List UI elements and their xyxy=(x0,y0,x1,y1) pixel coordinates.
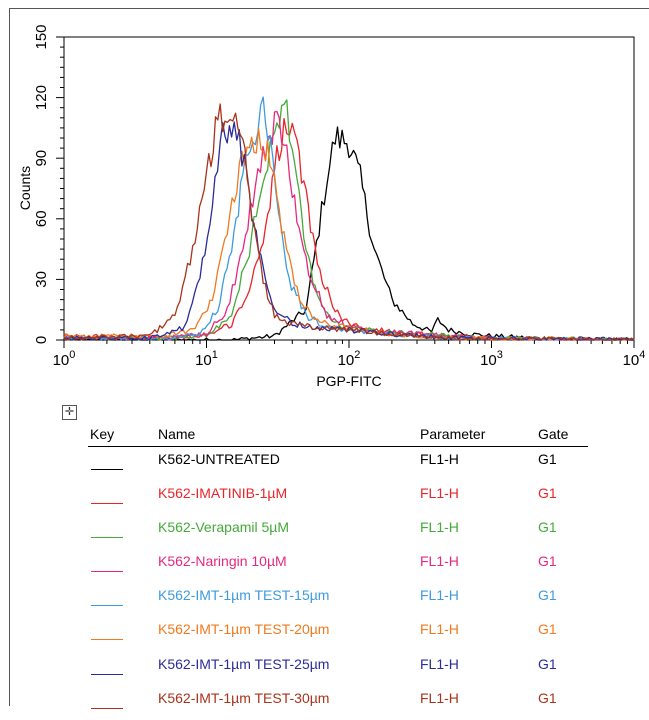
legend-gate: G1 xyxy=(538,553,557,570)
y-tick-label: 120 xyxy=(33,85,50,110)
legend-row: K562-IMATINIB-1µM FL1-H G1 xyxy=(88,481,588,515)
x-tick-label: 104 xyxy=(623,349,646,369)
legend-gate: G1 xyxy=(538,485,557,502)
series-lines xyxy=(63,96,635,341)
x-tick-label: 103 xyxy=(480,349,503,369)
histogram-chart: 100 101 102 103 104 0 30 60 90 120 150 PGP-FITC C… xyxy=(17,24,646,389)
move-handle-icon[interactable]: ✛ xyxy=(62,405,77,420)
frame-left-border xyxy=(9,8,10,706)
x-tick-label: 101 xyxy=(195,349,218,369)
legend-swatch xyxy=(91,469,123,470)
legend-gate: G1 xyxy=(538,451,557,467)
series-line xyxy=(63,126,634,341)
plot-area xyxy=(63,36,635,341)
legend-swatch xyxy=(91,571,123,573)
legend-name: K562-IMT-1µm TEST-20µm xyxy=(158,621,330,638)
legend-swatch xyxy=(91,503,123,505)
y-axis-label: Counts xyxy=(17,166,33,210)
legend-gate: G1 xyxy=(538,655,557,672)
x-tick-label: 100 xyxy=(53,349,76,369)
legend-row: K562-Naringin 10µM FL1-H G1 xyxy=(88,549,588,583)
legend-name: K562-Verapamil 5µM xyxy=(158,519,290,536)
y-tick-label: 60 xyxy=(33,210,50,227)
legend-row: K562-IMT-1µm TEST-15µm FL1-H G1 xyxy=(88,583,588,617)
series-line xyxy=(63,117,634,341)
legend-header-name: Name xyxy=(158,426,196,442)
y-tick-label: 90 xyxy=(33,150,50,167)
legend-parameter: FL1-H xyxy=(420,655,459,672)
legend-gate: G1 xyxy=(538,587,557,604)
y-axis-ticks: 0 30 60 90 120 150 xyxy=(33,24,64,344)
x-axis-ticks: 100 101 102 103 104 xyxy=(53,340,646,369)
frame-top-border xyxy=(9,8,649,9)
series-line xyxy=(63,121,634,341)
legend-parameter: FL1-H xyxy=(420,553,459,570)
y-tick-label: 150 xyxy=(33,24,50,49)
legend-name: K562-UNTREATED xyxy=(158,451,280,467)
legend-header-gate: Gate xyxy=(538,426,569,442)
series-line xyxy=(63,99,635,341)
legend-swatch xyxy=(91,537,123,539)
series-line xyxy=(63,103,635,341)
legend-rows: K562-UNTREATED FL1-H G1 K562-IMATINIB-1µM FL… xyxy=(88,447,588,720)
legend-parameter: FL1-H xyxy=(420,587,459,604)
legend-gate: G1 xyxy=(538,689,557,706)
series-line xyxy=(63,110,634,341)
legend-table: Key Name Parameter Gate K562-UNTREATED FL… xyxy=(88,426,588,720)
legend-parameter: FL1-H xyxy=(420,485,459,502)
legend-header-parameter: Parameter xyxy=(420,426,486,442)
legend-row: K562-IMT-1µm TEST-25µm FL1-H G1 xyxy=(88,652,588,686)
legend-swatch xyxy=(91,673,123,675)
y-tick-label: 0 xyxy=(33,336,50,344)
legend-parameter: FL1-H xyxy=(420,689,459,706)
legend-parameter: FL1-H xyxy=(420,621,459,638)
legend-header: Key Name Parameter Gate xyxy=(88,426,588,447)
x-minor-ticks xyxy=(106,340,628,344)
legend-name: K562-IMT-1µm TEST-25µm xyxy=(158,655,330,672)
legend-name: K562-Naringin 10µM xyxy=(158,553,287,570)
legend-name: K562-IMT-1µm TEST-15µm xyxy=(158,587,330,604)
legend-row: K562-Verapamil 5µM FL1-H G1 xyxy=(88,515,588,549)
legend-parameter: FL1-H xyxy=(420,451,459,467)
legend-swatch xyxy=(91,639,123,641)
legend-gate: G1 xyxy=(538,621,557,638)
series-line xyxy=(63,96,635,341)
legend-swatch xyxy=(91,605,123,607)
legend-parameter: FL1-H xyxy=(420,519,459,536)
legend-swatch xyxy=(91,707,123,709)
legend-row: K562-IMT-1µm TEST-20µm FL1-H G1 xyxy=(88,617,588,651)
x-axis-label: PGP-FITC xyxy=(316,373,381,389)
x-tick-label: 102 xyxy=(338,349,361,369)
legend-gate: G1 xyxy=(538,519,557,536)
series-line xyxy=(63,128,635,341)
legend-name: K562-IMATINIB-1µM xyxy=(158,485,288,502)
legend-header-key: Key xyxy=(90,426,115,442)
legend-row: K562-IMT-1µm TEST-30µm FL1-H G1 xyxy=(88,686,588,720)
legend-row: K562-UNTREATED FL1-H G1 xyxy=(88,447,588,481)
legend-name: K562-IMT-1µm TEST-30µm xyxy=(158,689,330,706)
y-tick-label: 30 xyxy=(33,271,50,288)
